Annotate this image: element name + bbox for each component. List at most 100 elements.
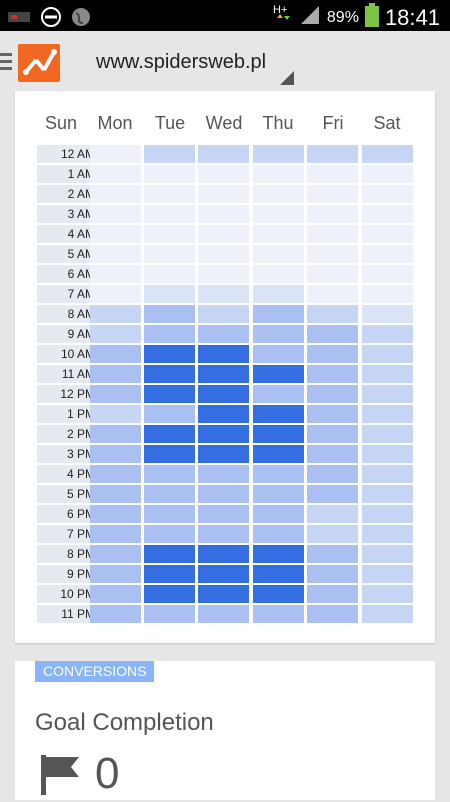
heatmap-cell[interactable] [307,145,358,163]
heatmap-cell[interactable] [90,445,141,463]
heatmap-cell[interactable] [253,145,304,163]
heatmap-cell[interactable] [253,325,304,343]
heatmap-cell[interactable] [307,465,358,483]
heatmap-cell[interactable] [307,445,358,463]
heatmap-cell[interactable] [307,325,358,343]
heatmap-cell[interactable] [90,365,141,383]
heatmap-cell[interactable] [198,265,249,283]
heatmap-cell[interactable] [90,525,141,543]
heatmap-cell[interactable] [198,425,249,443]
heatmap-cell[interactable] [362,205,413,223]
heatmap-cell[interactable] [307,245,358,263]
heatmap-cell[interactable] [198,525,249,543]
heatmap-cell[interactable] [307,165,358,183]
heatmap-cell[interactable] [253,605,304,623]
heatmap-cell[interactable] [144,285,195,303]
heatmap-cell[interactable] [90,545,141,563]
heatmap-cell[interactable] [90,205,141,223]
heatmap-cell[interactable] [362,345,413,363]
heatmap-cell[interactable] [362,425,413,443]
heatmap-cell[interactable] [307,565,358,583]
heatmap-cell[interactable] [362,385,413,403]
heatmap-cell[interactable] [198,485,249,503]
heatmap-cell[interactable] [307,305,358,323]
heatmap-cell[interactable] [253,445,304,463]
heatmap-cell[interactable] [362,185,413,203]
heatmap-cell[interactable] [198,185,249,203]
heatmap-cell[interactable] [253,365,304,383]
heatmap-cell[interactable] [90,465,141,483]
heatmap-cell[interactable] [90,585,141,603]
heatmap-cell[interactable] [144,165,195,183]
heatmap-cell[interactable] [253,225,304,243]
heatmap-cell[interactable] [253,565,304,583]
heatmap-cell[interactable] [362,545,413,563]
heatmap-cell[interactable] [253,245,304,263]
heatmap-cell[interactable] [144,465,195,483]
heatmap-cell[interactable] [90,165,141,183]
heatmap-cell[interactable] [90,325,141,343]
heatmap-cell[interactable] [144,365,195,383]
heatmap-cell[interactable] [144,245,195,263]
heatmap-cell[interactable] [144,505,195,523]
heatmap-cell[interactable] [144,485,195,503]
heatmap-cell[interactable] [90,225,141,243]
heatmap-cell[interactable] [253,265,304,283]
heatmap-cell[interactable] [198,545,249,563]
heatmap-cell[interactable] [362,265,413,283]
heatmap-cell[interactable] [253,545,304,563]
heatmap-cell[interactable] [307,185,358,203]
heatmap-cell[interactable] [307,405,358,423]
heatmap-cell[interactable] [362,165,413,183]
heatmap-cell[interactable] [307,485,358,503]
heatmap-cell[interactable] [307,605,358,623]
heatmap-cell[interactable] [362,305,413,323]
heatmap-cell[interactable] [198,465,249,483]
heatmap-cell[interactable] [144,305,195,323]
heatmap-cell[interactable] [307,365,358,383]
heatmap-cell[interactable] [90,185,141,203]
heatmap-cell[interactable] [362,465,413,483]
heatmap-cell[interactable] [198,165,249,183]
heatmap-cell[interactable] [307,345,358,363]
heatmap-cell[interactable] [253,425,304,443]
heatmap-cell[interactable] [90,245,141,263]
menu-icon[interactable] [0,53,14,74]
heatmap-cell[interactable] [253,465,304,483]
heatmap-cell[interactable] [198,345,249,363]
heatmap-cell[interactable] [144,185,195,203]
heatmap-cell[interactable] [307,505,358,523]
heatmap-cell[interactable] [144,325,195,343]
heatmap-cell[interactable] [90,385,141,403]
heatmap-cell[interactable] [307,265,358,283]
heatmap-cell[interactable] [198,385,249,403]
analytics-logo-icon[interactable] [18,44,60,82]
heatmap-cell[interactable] [198,245,249,263]
heatmap-cell[interactable] [198,285,249,303]
heatmap-cell[interactable] [144,605,195,623]
heatmap-cell[interactable] [198,205,249,223]
heatmap-cell[interactable] [362,485,413,503]
heatmap-cell[interactable] [362,505,413,523]
heatmap-cell[interactable] [90,405,141,423]
heatmap-cell[interactable] [253,485,304,503]
heatmap-cell[interactable] [144,225,195,243]
heatmap-cell[interactable] [198,585,249,603]
heatmap-cell[interactable] [253,505,304,523]
dropdown-arrow-icon[interactable] [280,71,294,85]
heatmap-cell[interactable] [144,145,195,163]
heatmap-cell[interactable] [307,385,358,403]
heatmap-cell[interactable] [253,525,304,543]
heatmap-cell[interactable] [362,325,413,343]
heatmap-cell[interactable] [144,345,195,363]
heatmap-cell[interactable] [307,585,358,603]
heatmap-cell[interactable] [253,305,304,323]
heatmap-cell[interactable] [144,265,195,283]
heatmap-cell[interactable] [198,605,249,623]
heatmap-cell[interactable] [307,205,358,223]
heatmap-cell[interactable] [144,205,195,223]
heatmap-cell[interactable] [144,385,195,403]
heatmap-cell[interactable] [90,605,141,623]
heatmap-cell[interactable] [198,325,249,343]
heatmap-cell[interactable] [198,365,249,383]
